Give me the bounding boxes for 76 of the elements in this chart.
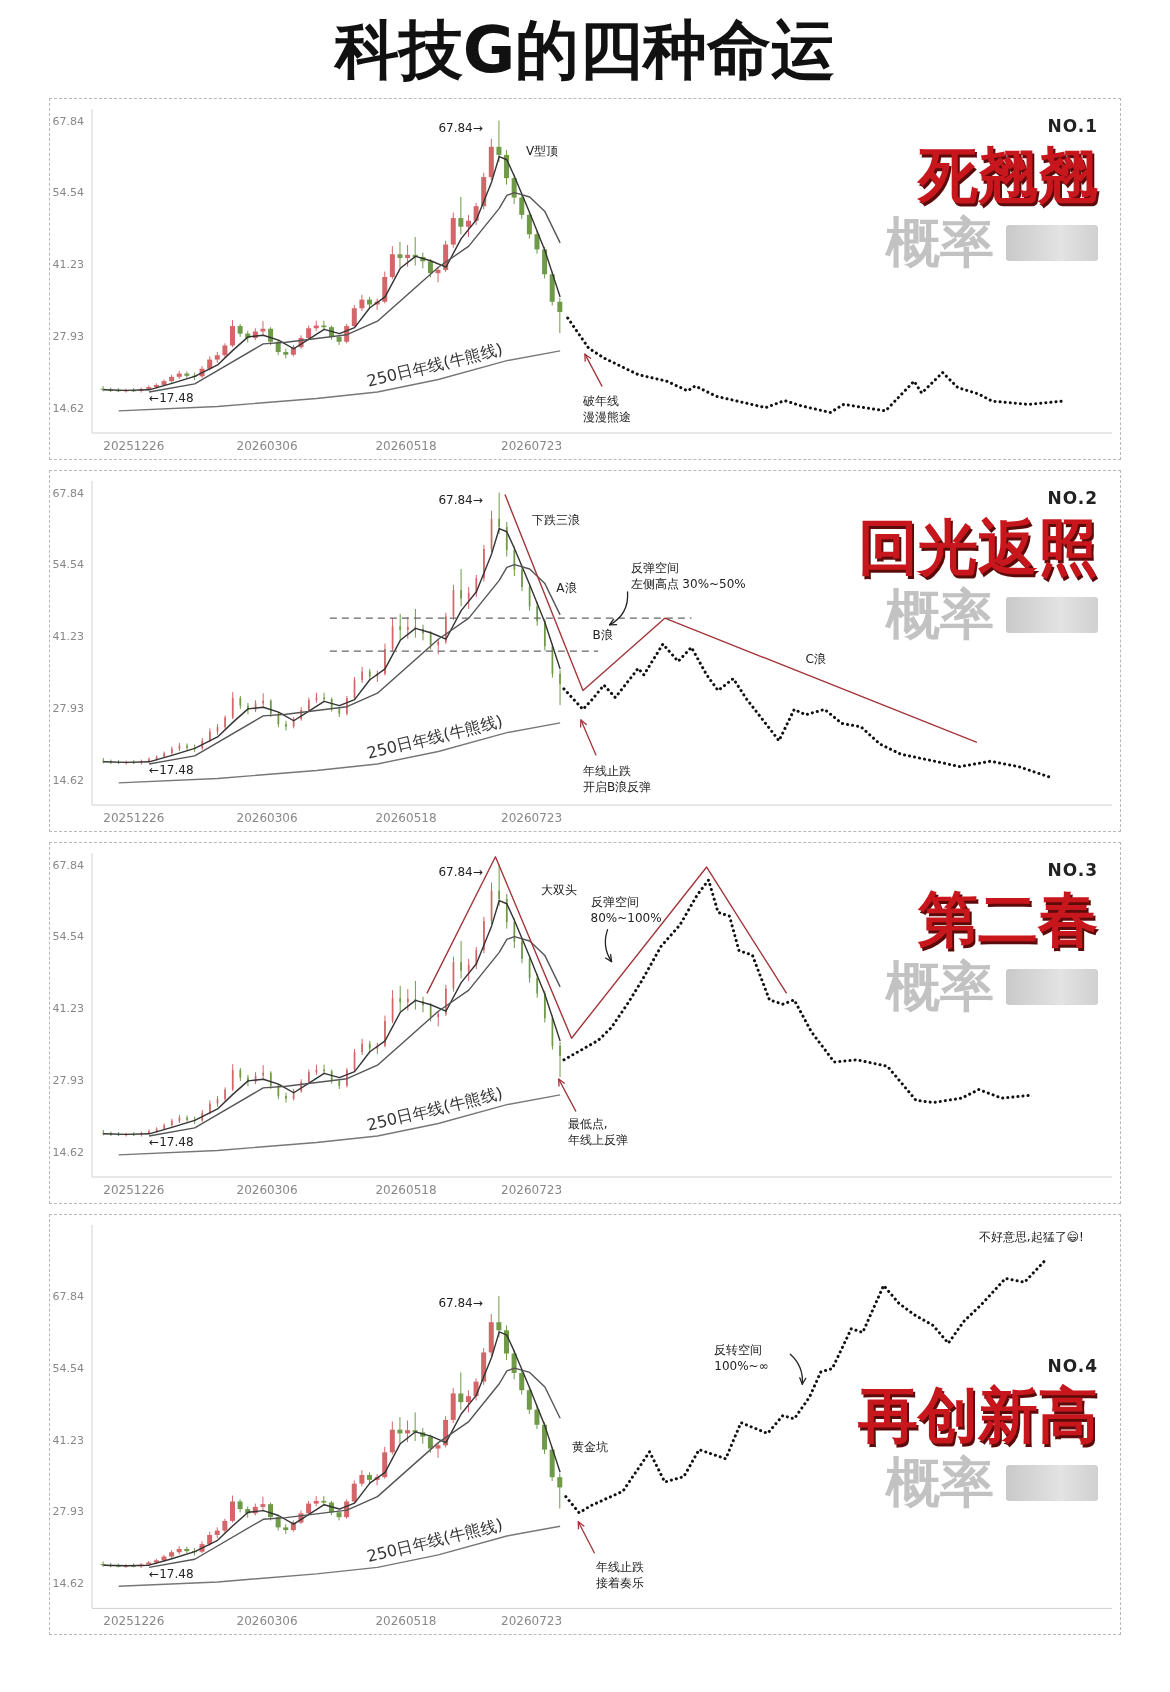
y-tick-label: 14.62 xyxy=(52,1577,85,1591)
annotation: NO.1 xyxy=(1047,115,1098,138)
y-tick-label: 41.23 xyxy=(52,1002,84,1016)
annotation: ←17.48 xyxy=(149,1134,194,1149)
y-tick-label: 27.93 xyxy=(52,1074,84,1088)
annotation: 下跌三浪 xyxy=(531,512,580,527)
annotation: ←17.48 xyxy=(149,762,194,777)
annotation: NO.3 xyxy=(1047,859,1098,882)
text: 再创新高 xyxy=(858,1379,1098,1451)
x-tick-label: 20260518 xyxy=(375,810,437,825)
y-tick-label: 41.23 xyxy=(52,258,84,272)
annotation: NO.2 xyxy=(1047,487,1098,510)
chart-title: 科技G的四种命运 xyxy=(333,12,837,89)
annotation: 概率 xyxy=(886,583,994,647)
x-tick-label: 20251226 xyxy=(103,1182,165,1197)
y-tick-label: 27.93 xyxy=(52,330,84,344)
text: 250日年线(牛熊线) xyxy=(365,339,505,391)
annotation: 反转空间 100%~∞ xyxy=(714,1342,769,1373)
x-tick-label: 20260518 xyxy=(375,1182,437,1197)
annotation: 概率 xyxy=(886,955,994,1019)
x-tick-label: 20260723 xyxy=(501,1613,563,1628)
annotation: B浪 xyxy=(592,627,613,642)
annotation: 67.84→ xyxy=(438,1295,483,1310)
x-tick-label: 20260306 xyxy=(236,1613,298,1628)
y-tick-label: 54.54 xyxy=(52,558,84,572)
annotation: 67.84→ xyxy=(438,492,483,507)
annotation: ←17.48 xyxy=(149,1566,194,1581)
annotation: C浪 xyxy=(805,651,826,666)
y-tick-label: 14.62 xyxy=(52,1145,84,1159)
annotation: 最低点,年线上反弹 xyxy=(567,1116,628,1147)
text: 250日年线(牛熊线) xyxy=(365,1083,505,1135)
text: 回光返照 xyxy=(858,511,1098,583)
annotation: 概率 xyxy=(886,211,994,275)
annotation: 大双头 xyxy=(541,882,578,897)
annotation: 67.84→ xyxy=(438,120,483,135)
annotation: V型顶 xyxy=(525,143,559,158)
y-tick-label: 41.23 xyxy=(52,630,84,644)
annotation: ←17.48 xyxy=(149,390,194,405)
y-tick-label: 54.54 xyxy=(52,930,84,944)
annotation: NO.4 xyxy=(1047,1355,1098,1378)
y-tick-label: 14.62 xyxy=(52,773,84,787)
x-tick-label: 20260306 xyxy=(236,1182,298,1197)
annotation: 67.84→ xyxy=(438,864,483,879)
y-tick-label: 14.62 xyxy=(52,401,84,415)
x-tick-label: 20260723 xyxy=(501,438,563,453)
x-tick-label: 20251226 xyxy=(103,438,165,453)
annotation: 年线止跌接着奏乐 xyxy=(596,1559,645,1590)
y-tick-label: 54.54 xyxy=(52,186,84,200)
text: 250日年线(牛熊线) xyxy=(365,1514,505,1566)
annotation: 不好意思,起猛了😄! xyxy=(978,1229,1084,1244)
annotation: 概率 xyxy=(886,1451,994,1515)
x-tick-label: 20260723 xyxy=(501,1182,563,1197)
y-tick-label: 67.84 xyxy=(52,486,84,500)
annotation: 年线止跌开启B浪反弹 xyxy=(582,763,652,794)
annotation: A浪 xyxy=(556,580,577,595)
x-tick-label: 20260723 xyxy=(501,810,563,825)
x-tick-label: 20251226 xyxy=(103,810,165,825)
x-tick-label: 20260518 xyxy=(375,1613,437,1628)
annotation: 黄金坑 xyxy=(571,1439,608,1454)
x-tick-label: 20260518 xyxy=(375,438,437,453)
annotation: 反弹空间 80%~100% xyxy=(590,894,662,925)
text: 死翘翘 xyxy=(918,139,1098,211)
annotation: 破年线漫漫熊途 xyxy=(581,393,631,424)
y-tick-label: 27.93 xyxy=(52,702,84,716)
text: 第二春 xyxy=(918,883,1098,955)
y-tick-label: 67.84 xyxy=(52,114,84,128)
annotation: 反弹空间左侧高点 30%~50% xyxy=(630,560,746,591)
y-tick-label: 54.54 xyxy=(52,1361,85,1375)
y-tick-label: 27.93 xyxy=(52,1505,85,1519)
x-tick-label: 20260306 xyxy=(236,438,298,453)
text: 250日年线(牛熊线) xyxy=(365,711,505,763)
x-tick-label: 20251226 xyxy=(103,1613,165,1628)
x-tick-label: 20260306 xyxy=(236,810,298,825)
y-tick-label: 67.84 xyxy=(52,858,84,872)
y-tick-label: 41.23 xyxy=(52,1433,85,1447)
y-tick-label: 67.84 xyxy=(52,1289,85,1303)
